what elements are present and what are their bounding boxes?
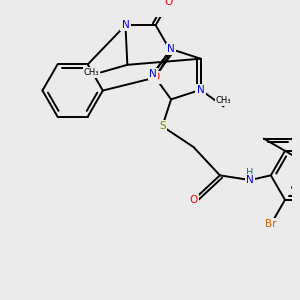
Text: O: O	[165, 0, 173, 7]
Text: O: O	[189, 195, 198, 205]
Text: CH₃: CH₃	[84, 68, 99, 77]
Text: Br: Br	[265, 219, 277, 230]
Text: N: N	[149, 69, 157, 79]
Text: N: N	[246, 175, 254, 185]
Text: N: N	[167, 44, 175, 54]
Text: O: O	[152, 73, 160, 82]
Text: S: S	[159, 121, 166, 131]
Text: H: H	[246, 169, 254, 178]
Text: N: N	[197, 85, 205, 95]
Text: N: N	[122, 20, 129, 30]
Text: CH₃: CH₃	[216, 96, 231, 105]
